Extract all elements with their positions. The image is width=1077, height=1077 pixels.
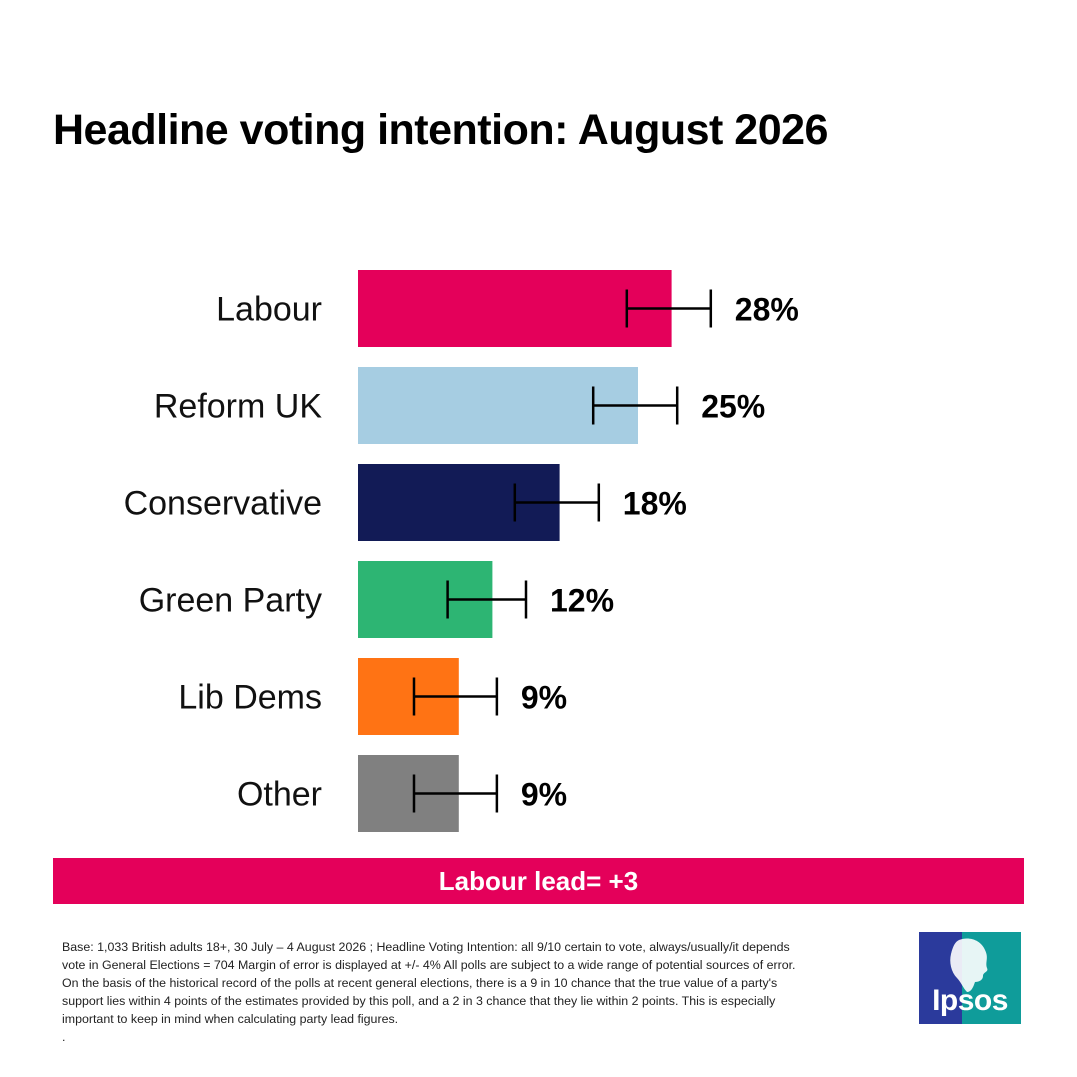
value-label: 25%	[701, 389, 765, 425]
value-label: 28%	[735, 292, 799, 328]
category-label: Green Party	[139, 582, 322, 620]
lead-text: Labour lead= +3	[438, 865, 639, 896]
category-label: Lib Dems	[178, 679, 322, 717]
footnote-line: vote in General Elections = 704 Margin o…	[62, 958, 796, 972]
footnote-line: On the basis of the historical record of…	[62, 976, 778, 990]
lead-banner: Labour lead= +3	[53, 858, 1024, 904]
value-label: 18%	[623, 486, 687, 522]
bar	[358, 270, 672, 347]
footnote-line: important to keep in mind when calculati…	[62, 1012, 399, 1026]
profile-silhouette-icon	[950, 938, 988, 992]
chart-title: Headline voting intention: August 2026	[53, 106, 828, 154]
category-label: Labour	[216, 291, 322, 329]
ipsos-logo: Ipsos	[919, 932, 1021, 1024]
bar	[358, 367, 638, 444]
category-label: Reform UK	[154, 388, 322, 426]
category-label: Conservative	[124, 485, 322, 523]
footnote: Base: 1,033 British adults 18+, 30 July …	[62, 938, 852, 1046]
bar-chart: Labour 28% Reform UK 25% Conservative 18% Gree…	[124, 270, 799, 832]
logo-text: Ipsos	[932, 984, 1008, 1017]
value-label: 9%	[521, 680, 567, 716]
category-label: Other	[237, 776, 322, 814]
footnote-line: support lies within 4 points of the esti…	[62, 994, 776, 1008]
footnote-line: Base: 1,033 British adults 18+, 30 July …	[62, 940, 790, 954]
footnote-line: .	[62, 1030, 66, 1044]
value-label: 12%	[550, 583, 614, 619]
value-label: 9%	[521, 777, 567, 813]
